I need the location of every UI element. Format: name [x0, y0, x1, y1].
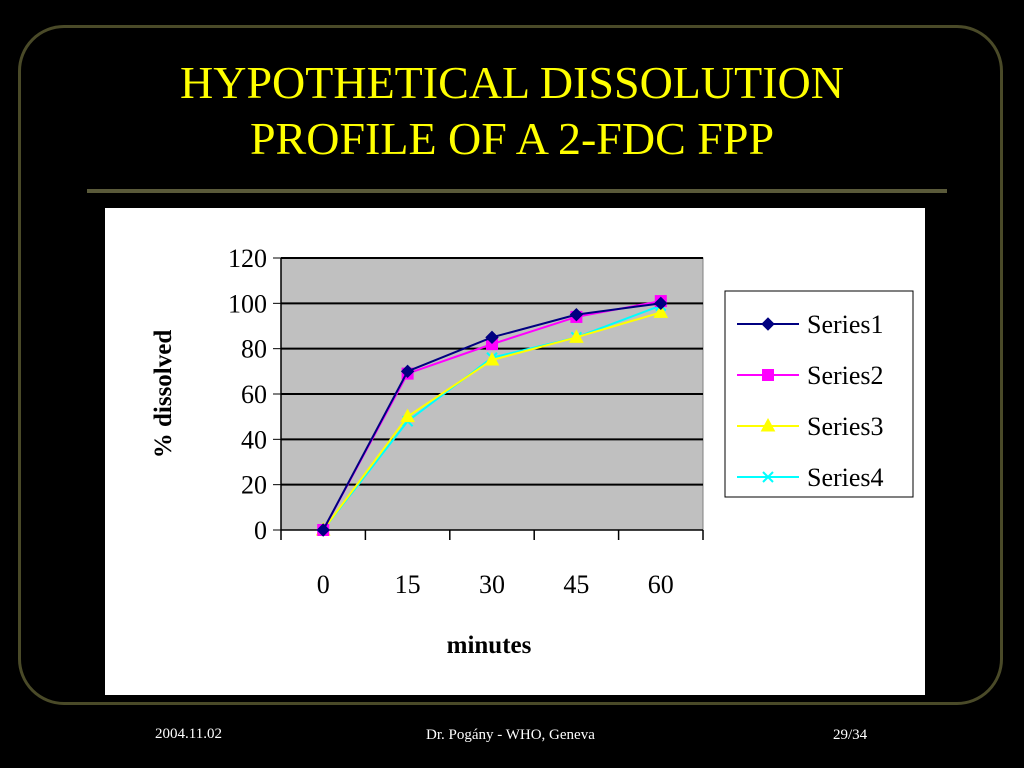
x-axis-title: minutes: [447, 632, 532, 659]
diamond-marker: [761, 317, 775, 331]
diamond-marker: [569, 307, 584, 322]
triangle-marker: [484, 351, 500, 366]
legend-label: Series1: [807, 310, 884, 339]
x-tick-label: 30: [479, 570, 505, 599]
y-tick-label: 40: [241, 425, 267, 454]
y-tick-label: 60: [241, 380, 267, 409]
legend-entry: Series4: [737, 463, 884, 492]
triangle-marker: [400, 408, 415, 423]
chart-panel: 0 20 40 60 80 100 120 0 15 30 45 60 % dissolved min…: [105, 208, 925, 695]
legend-label: Series3: [807, 412, 884, 441]
axes: 0 20 40 60 80 100 120 0 15 30 45 60: [228, 244, 704, 599]
x-tick-label: 0: [317, 570, 330, 599]
triangle-marker: [569, 329, 584, 343]
x-marker: [762, 471, 774, 483]
y-tick-label: 100: [228, 289, 267, 318]
y-tick-label: 0: [254, 516, 267, 545]
diamond-marker: [485, 330, 499, 345]
slide-frame: [18, 25, 1003, 705]
footer-author: Dr. Pogány - WHO, Geneva: [426, 727, 595, 743]
y-tick-label: 80: [241, 335, 267, 364]
triangle-marker: [760, 417, 776, 432]
y-tick-label: 120: [228, 244, 267, 273]
legend-entry: Series2: [737, 361, 884, 390]
diamond-marker: [654, 296, 668, 311]
slide-title: HYPOTHETICAL DISSOLUTION PROFILE OF A 2-…: [60, 55, 964, 167]
x-tick-label: 45: [563, 570, 589, 599]
diamond-marker: [316, 523, 330, 537]
legend: Series1 Series2 Series3 Series4: [724, 290, 914, 498]
legend-entries: Series1 Series2 Series3 Series4: [737, 310, 884, 492]
x-tick-label: 60: [648, 570, 674, 599]
dissolution-line-chart: 0 20 40 60 80 100 120 0 15 30 45 60 % dissolved min…: [150, 244, 914, 659]
legend-entry: Series3: [737, 412, 884, 441]
series-lines: [315, 295, 669, 537]
y-axis-title: % dissolved: [150, 330, 177, 459]
footer-page-number: 29/34: [833, 727, 868, 743]
legend-label: Series2: [807, 361, 884, 390]
legend-entry: Series1: [737, 310, 884, 339]
diamond-marker: [400, 364, 415, 379]
series-series1: [316, 296, 668, 537]
triangle-marker: [653, 304, 669, 318]
footer-date: 2004.11.02: [155, 726, 222, 742]
slide-title-line-1: HYPOTHETICAL DISSOLUTION: [180, 57, 844, 108]
x-tick-label: 15: [395, 570, 421, 599]
slide-title-line-2: PROFILE OF A 2-FDC FPP: [249, 113, 775, 164]
title-divider: [87, 189, 947, 193]
x-marker-stroke: [762, 471, 774, 483]
legend-label: Series4: [807, 463, 884, 492]
y-tick-label: 20: [241, 471, 267, 500]
legend-box: [724, 290, 914, 498]
square-marker: [762, 369, 774, 381]
